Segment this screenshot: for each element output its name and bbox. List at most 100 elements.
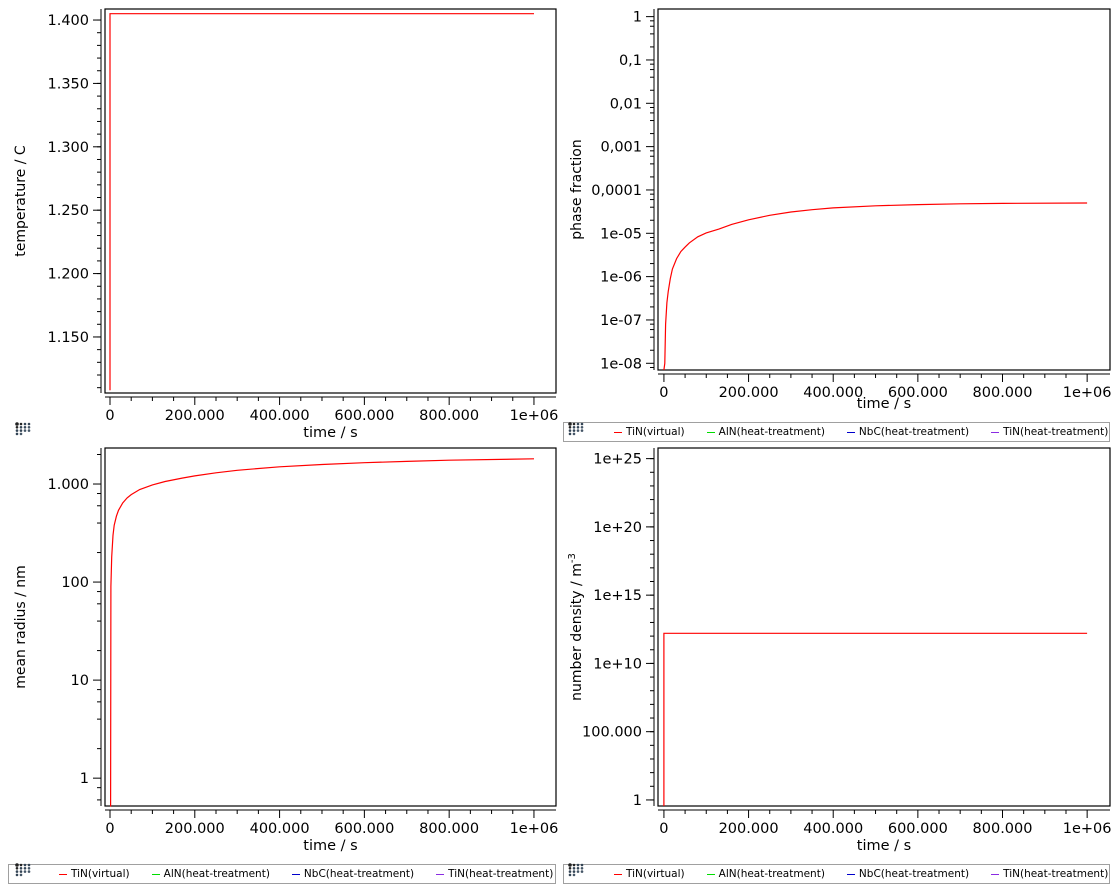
plot-area bbox=[657, 8, 1111, 371]
legend-entry[interactable]: TiN(virtual) bbox=[614, 426, 685, 438]
icon-dot bbox=[19, 867, 23, 870]
legend-entry[interactable]: NbC(heat-treatment) bbox=[291, 868, 415, 880]
icon-dot bbox=[19, 870, 23, 873]
icon-dot bbox=[19, 432, 23, 436]
icon-dot bbox=[15, 873, 19, 877]
legend-label: NbC(heat-treatment) bbox=[303, 868, 415, 880]
y-tick-label: 100.000 bbox=[582, 725, 642, 741]
chart-menu-icon[interactable] bbox=[567, 421, 585, 437]
icon-dot bbox=[23, 426, 27, 429]
legend-entry[interactable]: TiN(virtual) bbox=[614, 868, 685, 880]
icon-dot bbox=[572, 867, 576, 870]
legend-label: TiN(heat-treatment) bbox=[1003, 426, 1109, 438]
legend-mean-radius: TiN(virtual) AlN(heat-treatment) NbC(heat-… bbox=[8, 864, 556, 884]
y-tick-label: 1e-06 bbox=[600, 270, 642, 286]
chart-menu-icon[interactable] bbox=[14, 862, 32, 878]
icon-dot bbox=[568, 422, 572, 426]
x-tick-label: 0 bbox=[659, 385, 668, 401]
icon-dot bbox=[568, 870, 572, 873]
legend-swatch bbox=[846, 873, 855, 875]
icon-dot bbox=[27, 422, 31, 426]
icon-dot bbox=[572, 422, 576, 426]
icon-dot bbox=[576, 429, 580, 432]
icon-dot bbox=[19, 429, 23, 432]
x-tick-label: 600.000 bbox=[888, 385, 948, 401]
x-tick-label: 400.000 bbox=[250, 821, 310, 837]
legend-swatch bbox=[614, 873, 622, 875]
icon-dot bbox=[572, 873, 576, 877]
icon-dot bbox=[15, 426, 19, 429]
x-axis-title: time / s bbox=[303, 425, 357, 441]
icon-dot bbox=[15, 429, 19, 432]
icon-dot bbox=[572, 429, 576, 432]
icon-dot bbox=[568, 873, 572, 877]
icon-dot bbox=[19, 863, 23, 867]
legend-swatch bbox=[991, 431, 1000, 433]
icon-dot bbox=[572, 870, 576, 873]
legend-swatch bbox=[706, 431, 715, 433]
icon-dot bbox=[568, 867, 572, 870]
icon-dot bbox=[23, 422, 27, 426]
icon-dot bbox=[27, 867, 31, 870]
y-axis-title: temperature / C bbox=[13, 145, 29, 257]
legend-entry[interactable]: AlN(heat-treatment) bbox=[151, 868, 270, 880]
y-axis-title: phase fraction bbox=[569, 139, 585, 239]
legend-entry[interactable]: NbC(heat-treatment) bbox=[846, 868, 969, 880]
icon-dot bbox=[568, 426, 572, 429]
chart-phase-fraction: 1e-08 1e-07 1e-06 1e-05 0,0001 0,001 0,01 0,1 1 0… bbox=[569, 8, 1112, 412]
legend-entry[interactable]: TiN(virtual) bbox=[59, 868, 130, 880]
series-line-tin-virtual- bbox=[109, 13, 534, 391]
legend-entry[interactable]: NbC(heat-treatment) bbox=[846, 426, 969, 438]
y-tick-label: 1.400 bbox=[47, 13, 89, 29]
icon-dot bbox=[568, 432, 572, 436]
x-tick-label: 0 bbox=[105, 821, 114, 837]
legend-label: AlN(heat-treatment) bbox=[718, 868, 825, 880]
icon-dot bbox=[23, 429, 27, 432]
y-tick-label: 0,01 bbox=[610, 96, 642, 112]
y-tick-label: 1e-07 bbox=[600, 313, 642, 329]
icon-dot bbox=[19, 422, 23, 426]
icon-dot bbox=[580, 422, 584, 426]
icon-dot bbox=[572, 426, 576, 429]
y-tick-label: 0,001 bbox=[600, 140, 642, 156]
x-axis-title: time / s bbox=[857, 396, 911, 412]
icon-dot bbox=[580, 429, 584, 432]
chart-menu-icon[interactable] bbox=[14, 421, 32, 437]
legend-entry[interactable]: AlN(heat-treatment) bbox=[706, 868, 825, 880]
legend-entry[interactable]: TiN(heat-treatment) bbox=[436, 868, 553, 880]
x-axis-title: time / s bbox=[303, 838, 357, 854]
y-tick-label: 100 bbox=[61, 575, 89, 591]
legend-swatch bbox=[151, 873, 160, 875]
x-tick-label: 600.000 bbox=[888, 821, 948, 837]
x-tick-label: 200.000 bbox=[165, 408, 225, 424]
x-tick-label: 600.000 bbox=[334, 821, 394, 837]
icon-dot bbox=[580, 870, 584, 873]
legend-entry[interactable]: TiN(heat-treatment) bbox=[991, 426, 1108, 438]
chart-menu-icon[interactable] bbox=[567, 862, 585, 878]
x-tick-label: 200.000 bbox=[719, 385, 779, 401]
legend-entry[interactable]: AlN(heat-treatment) bbox=[706, 426, 825, 438]
y-axis-title-superscript: -3 bbox=[567, 553, 578, 563]
y-tick-label: 1e-08 bbox=[600, 356, 642, 372]
y-axis-title-text: number density / m bbox=[569, 563, 585, 701]
x-tick-label: 1e+06 bbox=[510, 408, 559, 424]
legend-swatch bbox=[291, 873, 300, 875]
legend-label: AlN(heat-treatment) bbox=[163, 868, 270, 880]
icon-dot bbox=[580, 426, 584, 429]
y-tick-label: 1.250 bbox=[47, 203, 89, 219]
icon-dot bbox=[576, 867, 580, 870]
legend-entry[interactable]: TiN(heat-treatment) bbox=[991, 868, 1108, 880]
legend-number-density: TiN(virtual) AlN(heat-treatment) NbC(heat-… bbox=[563, 864, 1110, 884]
icon-dot bbox=[576, 863, 580, 867]
x-tick-label: 200.000 bbox=[719, 821, 779, 837]
y-tick-label: 1.300 bbox=[47, 140, 89, 156]
icon-dot bbox=[15, 867, 19, 870]
y-tick-label: 1.000 bbox=[47, 477, 89, 493]
y-tick-label: 1.200 bbox=[47, 267, 89, 283]
x-tick-label: 0 bbox=[105, 408, 114, 424]
x-tick-label: 0 bbox=[659, 821, 668, 837]
y-axis-title: mean radius / nm bbox=[13, 565, 29, 689]
y-axis-title: number density / m-3 bbox=[567, 553, 585, 701]
icon-dot bbox=[572, 432, 576, 436]
